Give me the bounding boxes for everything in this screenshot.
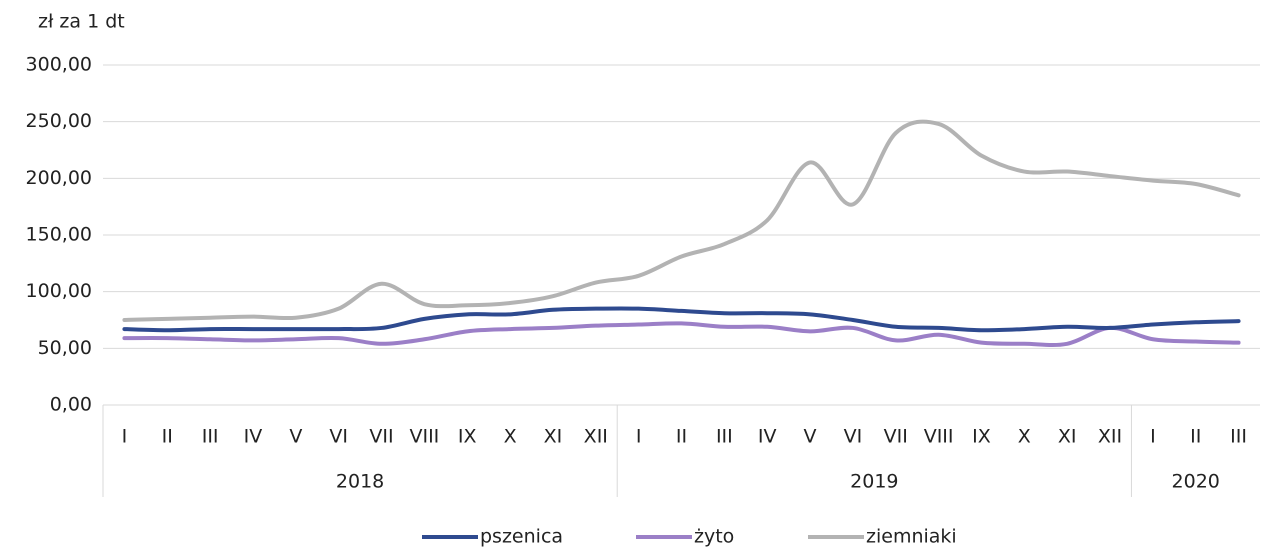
x-tick-label: VI	[329, 426, 348, 448]
x-tick-label: IV	[758, 426, 777, 448]
x-tick-label: II	[162, 426, 173, 448]
line	[122, 306, 1241, 333]
x-tick-label: XII	[584, 426, 608, 448]
x-tick-label: II	[676, 426, 687, 448]
legend-label: ziemniaki	[866, 526, 957, 548]
x-tick-label: X	[504, 426, 517, 448]
y-axis-label: zł za 1 dt	[38, 11, 125, 33]
x-tick-label: VIII	[924, 426, 954, 448]
x-tick-label: XII	[1098, 426, 1122, 448]
y-tick-label: 200,00	[26, 167, 92, 189]
group-label: 2018	[336, 471, 384, 493]
group-label: 2019	[850, 471, 898, 493]
group-label: 2020	[1172, 471, 1220, 493]
y-tick-label: 100,00	[26, 280, 92, 302]
line	[122, 119, 1241, 322]
x-tick-label: II	[1190, 426, 1201, 448]
x-tick-label: III	[1230, 426, 1247, 448]
line	[122, 321, 1241, 348]
y-tick-label: 50,00	[38, 337, 92, 359]
x-tick-label: XI	[1058, 426, 1077, 448]
x-tick-label: VI	[844, 426, 863, 448]
x-tick-label: IV	[244, 426, 263, 448]
y-tick-label: 150,00	[26, 224, 92, 246]
x-tick-label: VIII	[409, 426, 439, 448]
y-tick-label: 300,00	[26, 54, 92, 76]
x-tick-label: III	[716, 426, 733, 448]
x-tick-label: V	[804, 426, 817, 448]
x-tick-label: I	[636, 426, 642, 448]
y-tick-label: 250,00	[26, 110, 92, 132]
x-tick-label: IX	[458, 426, 477, 448]
x-tick-label: I	[122, 426, 128, 448]
y-tick-label: 0,00	[50, 394, 92, 416]
x-tick-label: I	[1150, 426, 1156, 448]
x-tick-label: XI	[544, 426, 563, 448]
x-tick-label: VII	[369, 426, 393, 448]
x-tick-label: X	[1018, 426, 1031, 448]
legend-label: żyto	[694, 526, 734, 548]
x-tick-label: III	[202, 426, 219, 448]
x-tick-label: IX	[972, 426, 991, 448]
x-tick-label: VII	[884, 426, 908, 448]
x-tick-label: V	[289, 426, 302, 448]
legend-label: pszenica	[480, 526, 563, 548]
